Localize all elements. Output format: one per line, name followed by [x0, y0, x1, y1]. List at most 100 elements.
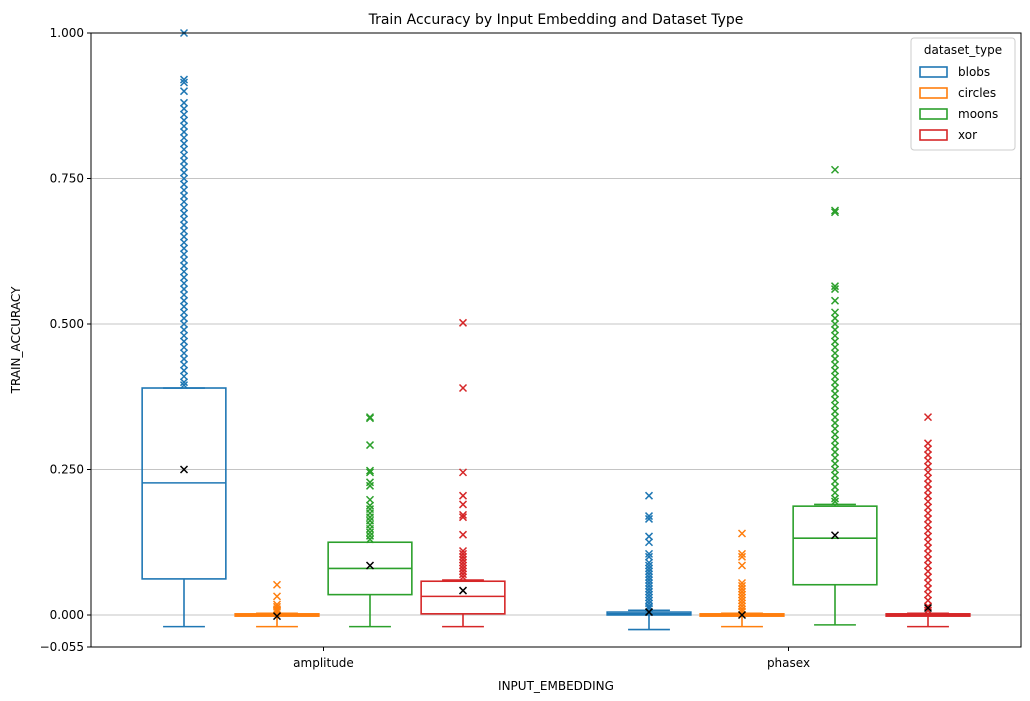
outlier-point: [830, 314, 840, 323]
mean-marker: [923, 603, 933, 613]
outlier-point: [179, 290, 189, 299]
outlier-point: [923, 480, 933, 489]
marker-stroke: [923, 480, 933, 489]
marker-stroke: [179, 133, 189, 142]
outlier-point: [923, 509, 933, 518]
marker-stroke: [923, 544, 933, 553]
marker-stroke: [737, 605, 747, 614]
outlier-point: [179, 360, 189, 369]
marker-stroke: [830, 465, 840, 474]
marker-stroke: [644, 596, 654, 605]
marker-stroke: [272, 612, 282, 621]
marker-stroke: [365, 535, 375, 544]
marker-stroke: [923, 567, 933, 576]
outlier-point: [923, 450, 933, 459]
outlier-point: [179, 145, 189, 154]
marker-stroke: [179, 174, 189, 183]
outlier-point: [644, 578, 654, 588]
marker-stroke: [830, 343, 840, 352]
outlier-point: [830, 282, 840, 291]
marker-stroke: [830, 442, 840, 451]
marker-stroke: [179, 296, 189, 305]
marker-stroke: [365, 441, 375, 450]
y-tick-label: 0.750: [50, 171, 84, 185]
outlier-point: [737, 552, 747, 561]
marker-stroke: [644, 552, 654, 561]
marker-stroke: [179, 157, 189, 166]
outlier-point: [365, 414, 375, 423]
marker-stroke: [644, 549, 654, 558]
outlier-point: [365, 468, 375, 477]
marker-stroke: [179, 302, 189, 311]
outlier-point: [644, 561, 654, 570]
marker-stroke: [923, 450, 933, 459]
marker-stroke: [179, 87, 189, 96]
marker-stroke: [737, 552, 747, 561]
marker-stroke: [365, 513, 375, 522]
outlier-point: [458, 468, 468, 477]
outlier-point: [179, 343, 189, 352]
marker-stroke: [179, 372, 189, 381]
outlier-point: [923, 549, 933, 558]
marker-stroke: [644, 567, 654, 576]
outlier-point: [830, 401, 840, 410]
outlier-point: [179, 308, 189, 317]
outlier-point: [923, 526, 933, 535]
marker-stroke: [737, 599, 747, 608]
outlier-point: [923, 445, 933, 454]
outlier-point: [923, 474, 933, 483]
legend-label: blobs: [958, 65, 990, 79]
mean-marker: [272, 612, 282, 621]
outlier-point: [179, 319, 189, 329]
marker-stroke: [737, 581, 747, 590]
outlier-point: [644, 564, 654, 573]
marker-stroke: [830, 482, 840, 491]
outlier-point: [179, 180, 189, 189]
marker-stroke: [179, 75, 189, 84]
outlier-point: [179, 279, 189, 288]
outlier-point: [272, 592, 282, 601]
iqr-box: [792, 505, 878, 586]
outlier-point: [923, 503, 933, 512]
outlier-point: [830, 497, 840, 506]
marker-stroke: [830, 389, 840, 398]
outlier-point: [458, 383, 468, 393]
outlier-point: [830, 349, 840, 358]
legend-label: circles: [958, 86, 996, 100]
outlier-point: [830, 448, 840, 457]
outlier-point: [737, 596, 747, 605]
marker-stroke: [923, 596, 933, 605]
outlier-point: [179, 226, 189, 235]
grid-lines: [91, 178, 1021, 616]
marker-stroke: [458, 468, 468, 477]
legend-swatch: [919, 108, 948, 120]
outlier-point: [179, 162, 189, 171]
marker-stroke: [830, 282, 840, 291]
outlier-point: [458, 510, 468, 519]
outlier-point: [179, 381, 189, 390]
mean-marker: [458, 586, 468, 595]
marker-stroke: [365, 413, 375, 422]
marker-stroke: [458, 573, 468, 582]
mean-marker: [179, 465, 189, 474]
outlier-point: [179, 139, 189, 148]
outlier-point: [458, 573, 468, 582]
outlier-point: [830, 343, 840, 352]
outlier-point: [365, 495, 375, 504]
outlier-point: [644, 602, 654, 611]
outlier-point: [830, 337, 840, 346]
marker-stroke: [830, 401, 840, 410]
outlier-point: [644, 491, 654, 500]
outlier-point: [830, 407, 840, 416]
marker-stroke: [179, 261, 189, 270]
outlier-point: [830, 424, 840, 433]
outlier-point: [737, 593, 747, 602]
marker-stroke: [179, 381, 189, 390]
outlier-point: [830, 360, 840, 369]
outlier-point: [179, 116, 189, 125]
outlier-point: [644, 576, 654, 585]
outlier-point: [644, 558, 654, 567]
outlier-point: [830, 165, 840, 174]
outlier-point: [923, 532, 933, 541]
